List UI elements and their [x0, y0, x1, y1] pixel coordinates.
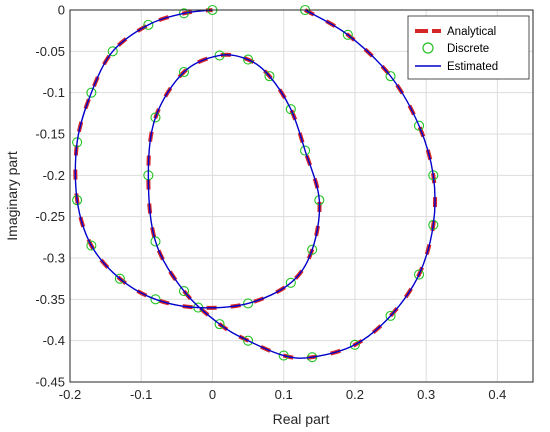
x-tick-labels: -0.2 -0.1 0 0.1 0.2 0.3 0.4: [59, 387, 507, 402]
discrete-point: [278, 350, 289, 361]
discrete-point: [178, 66, 190, 78]
discrete-point: [264, 71, 275, 82]
series-estimated: [74, 9, 436, 359]
discrete-point: [243, 54, 254, 65]
y-tick-label: -0.35: [35, 292, 65, 307]
discrete-point: [413, 269, 425, 280]
y-tick-label: -0.4: [43, 333, 65, 348]
discrete-point: [214, 319, 225, 330]
y-tick-labels: 0 -0.05 -0.1 -0.15 -0.2 -0.25 -0.3 -0.35 -0.4 -0.…: [35, 3, 65, 390]
discrete-point: [143, 19, 154, 30]
discrete-point: [86, 87, 97, 98]
legend-box: [407, 15, 530, 80]
y-tick-label: -0.15: [35, 127, 65, 142]
discrete-point: [285, 277, 296, 288]
discrete-point: [243, 335, 254, 346]
discrete-point: [107, 46, 118, 57]
legend-estimated-label: Estimated: [447, 61, 498, 73]
y-tick-label: -0.05: [35, 44, 65, 59]
y-tick-label: 0: [58, 3, 65, 18]
x-tick-label: -0.1: [130, 387, 152, 402]
discrete-point: [349, 339, 360, 350]
discrete-point: [342, 29, 353, 40]
x-tick-label: 0.1: [275, 387, 293, 402]
discrete-point: [300, 145, 311, 156]
plot-frame: [69, 9, 534, 383]
discrete-point: [114, 273, 125, 284]
legend: Analytical Discrete Estimated: [407, 15, 530, 80]
y-tick-label: -0.25: [35, 209, 65, 224]
legend-discrete-swatch: [422, 42, 434, 54]
discrete-point: [413, 120, 425, 131]
discrete-point: [150, 236, 161, 247]
x-tick-label: 0.4: [488, 387, 506, 402]
discrete-point: [178, 8, 190, 19]
x-axis-label: Real part: [273, 411, 330, 427]
discrete-point: [178, 286, 190, 297]
discrete-point: [285, 104, 296, 115]
discrete-point: [385, 71, 396, 82]
x-tick-label: -0.2: [59, 387, 81, 402]
discrete-point: [243, 298, 254, 309]
discrete-point: [150, 112, 161, 123]
y-tick-label: -0.3: [43, 251, 65, 266]
x-tick-label: 0: [209, 387, 216, 402]
y-axis-label: Imaginary part: [4, 151, 20, 241]
legend-analytical-label: Analytical: [447, 26, 496, 38]
x-tick-label: 0.2: [346, 387, 364, 402]
series-discrete: [72, 4, 439, 363]
y-tick-label: -0.1: [43, 85, 65, 100]
x-tick-label: 0.3: [417, 387, 435, 402]
estimated-curve: [74, 9, 436, 359]
discrete-point: [385, 310, 396, 321]
discrete-point: [307, 244, 318, 255]
y-tick-label: -0.45: [35, 375, 65, 390]
discrete-point: [86, 240, 97, 251]
y-tick-label: -0.2: [43, 168, 65, 183]
legend-discrete-label: Discrete: [447, 43, 489, 55]
discrete-point: [150, 294, 161, 305]
